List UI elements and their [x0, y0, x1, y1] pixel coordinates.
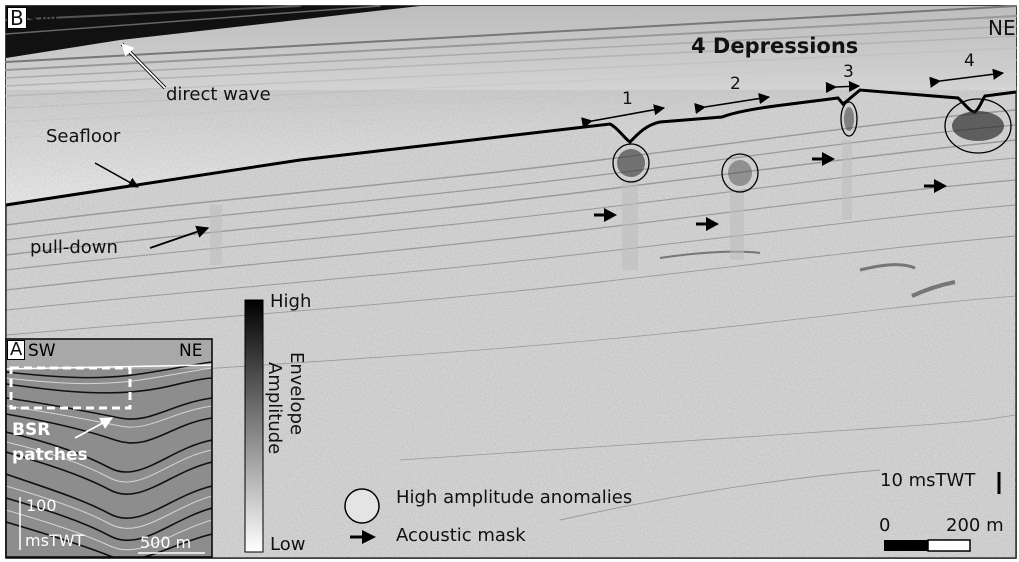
inset-vertical-scale-unit: msTWT: [25, 531, 85, 550]
direct-wave-label: direct wave: [166, 84, 271, 105]
anomaly-circle-3: [840, 101, 858, 137]
horizontal-scale-bar: [884, 539, 971, 552]
bsr-label-line1: BSR: [12, 420, 51, 440]
vertical-scale-label: 10 msTWT: [880, 470, 976, 491]
depressions-title: 4 Depressions: [691, 34, 859, 58]
depression-number-1: 1: [622, 89, 633, 109]
acoustic-mask-arrows: [594, 152, 947, 231]
anomaly-circle-1: [612, 143, 650, 183]
mask-arrow: [696, 217, 719, 231]
depression-number-4: 4: [964, 51, 975, 71]
direct-wave-stripes: [5, 5, 1017, 139]
panel-b-sw-label: SW: [26, 7, 59, 31]
panel-a-letter: A: [7, 340, 26, 360]
legend-arrow-label: Acoustic mask: [396, 525, 526, 546]
mask-arrow: [594, 208, 617, 222]
depression-number-2: 2: [730, 74, 741, 94]
inset-horizontal-scale-label: 500 m: [140, 533, 192, 552]
inset-zoom-box: [9, 366, 132, 410]
panel-b-letter: B: [7, 7, 27, 29]
horizontal-scale-start: 0: [879, 515, 891, 536]
colorbar: [244, 299, 264, 553]
direct-wave-band: [6, 6, 420, 58]
anomaly-circle-2: [721, 153, 759, 193]
inset-frame: [5, 338, 213, 558]
colorbar-low-label: Low: [270, 534, 306, 555]
legend-circle-icon: [344, 488, 380, 524]
anomaly-blobs: [617, 107, 1004, 186]
panel-a-ne-label: NE: [179, 341, 203, 361]
anomaly-circle-4: [944, 98, 1012, 154]
mask-arrow: [924, 179, 947, 193]
extent-arrow-1: [581, 104, 666, 129]
depression-extents: [581, 68, 1005, 129]
pull-down-label: pull-down: [30, 237, 118, 258]
colorbar-high-label: High: [270, 291, 312, 312]
seafloor-label: Seafloor: [46, 126, 121, 147]
colorbar-title-line2: Amplitude: [264, 362, 285, 455]
label-pointers: [94, 42, 210, 249]
panel-b-ne-label: NE: [988, 16, 1016, 40]
extent-arrow-2: [694, 93, 771, 115]
horizontal-scale-end: 200 m: [946, 515, 1004, 536]
legend-circle-label: High amplitude anomalies: [396, 487, 633, 508]
depression-number-3: 3: [843, 62, 854, 82]
inset-panel-a: [6, 339, 212, 557]
inset-vertical-scale-value: 100: [26, 496, 57, 515]
inset-light-reflectors: [6, 367, 212, 551]
mask-arrow: [812, 152, 835, 166]
panel-a-sw-label: SW: [28, 341, 56, 361]
anomaly-circles: [612, 98, 1012, 193]
bsr-pointer: [74, 417, 114, 439]
extent-arrow-3: [825, 80, 861, 94]
legend-arrow-icon: [350, 530, 376, 544]
extent-arrow-4: [929, 68, 1005, 88]
colorbar-title-line1: Envelope: [286, 352, 307, 436]
acoustic-mask-columns: [210, 140, 852, 270]
bsr-label-line2: patches: [12, 445, 88, 465]
